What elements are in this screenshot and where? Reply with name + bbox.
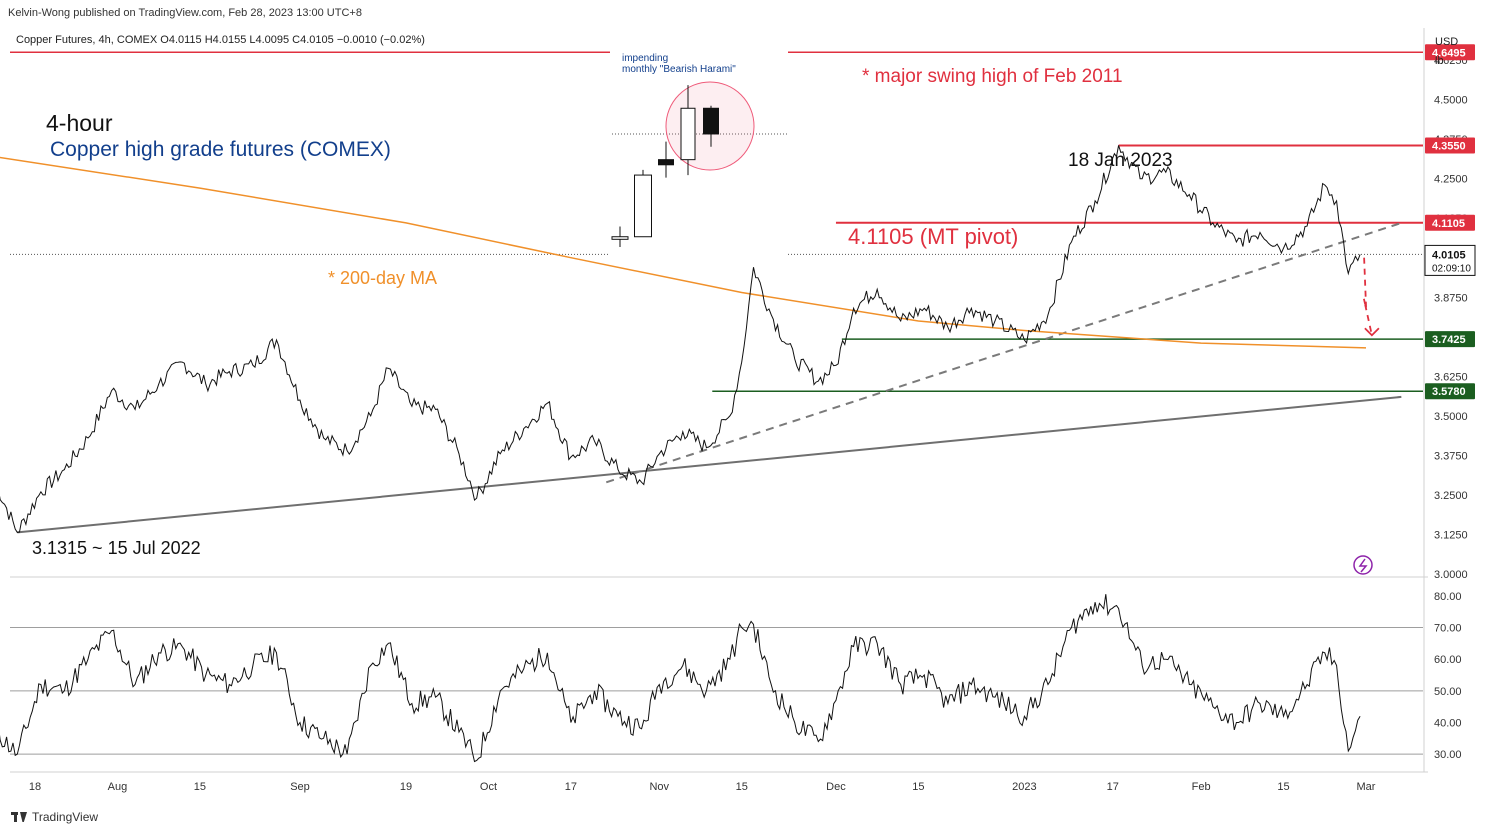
level-badge [1425,137,1475,154]
price-tick-label: 4.5000 [1434,95,1468,107]
time-tick-label: Dec [826,781,846,793]
swing-high-note: * major swing high of Feb 2011 [862,66,1123,87]
price-tick-label: 4.2500 [1434,174,1468,186]
time-tick-label: 17 [1107,781,1119,793]
ma-200-line [0,156,1367,349]
last-price-label: 4.0105 [1432,249,1466,261]
tradingview-brand: TradingView [32,810,99,824]
period-label: 4-hour [46,110,113,136]
pivot-note: 4.1105 (MT pivot) [848,224,1019,249]
currency-label: USD [1435,36,1459,48]
inset-candle-body [634,174,652,238]
harami-caption: impending monthly "Bearish Harami" [622,53,736,75]
inset-candle-body [658,159,674,166]
jul-low-label: 3.1315 ~ 15 Jul 2022 [32,538,201,558]
time-tick-label: Sep [290,781,310,793]
price-tick-label: 3.6250 [1434,371,1468,383]
symbol-line: Copper Futures, 4h, COMEX O4.0115 H4.015… [16,34,425,46]
time-tick-label: Oct [480,781,497,793]
tradingview-logo[interactable]: TradingView [11,809,98,825]
price-tick-label: 3.5000 [1434,411,1468,423]
time-tick-label: 17 [565,781,577,793]
level-badge-label: 4.6495 [1432,47,1466,59]
level-badge [1425,44,1475,61]
inset-candle-body [680,107,696,161]
projection-arrow [1363,257,1373,336]
time-tick-label: 15 [912,781,924,793]
tradingview-icon [11,812,27,822]
instrument-label: Copper high grade futures (COMEX) [50,138,391,161]
last-price-badge [1424,244,1476,276]
level-badge-label: 3.5780 [1432,386,1466,398]
level-badge-label: 3.7425 [1432,334,1466,346]
time-tick-label: Mar [1357,781,1376,793]
price-tick-label: 3.8750 [1434,292,1468,304]
price-tick-label: 3.3750 [1434,450,1468,462]
support-trendline [17,395,1402,534]
lightning-icon [1353,555,1373,575]
jan-high-label: 18 Jan 2023 [1068,150,1173,171]
ma-label: * 200-day MA [328,268,438,288]
rsi-tick-label: 80.00 [1434,591,1462,603]
rsi-tick-label: 50.00 [1434,686,1462,698]
price-tick-label: 3.2500 [1434,490,1468,502]
time-tick-label: 19 [400,781,412,793]
level-badge [1425,214,1475,231]
inset-candle-body [703,107,719,135]
price-tick-label: 3.0000 [1434,569,1468,581]
price-series-line [0,145,1361,533]
rsi-line [0,594,1361,763]
unit-label: lb [1435,55,1444,67]
time-tick-label: 15 [1277,781,1289,793]
level-badge-label: 4.1105 [1432,218,1465,230]
rsi-tick-label: 70.00 [1434,623,1462,635]
time-tick-label: Feb [1192,781,1211,793]
time-tick-label: 15 [194,781,206,793]
lightning-icon-bolt [1358,558,1368,573]
level-badge-label: 4.3550 [1432,140,1466,152]
level-badge [1425,331,1475,348]
published-line: Kelvin-Wong published on TradingView.com… [8,7,362,19]
price-tick-label: 3.1250 [1434,529,1468,541]
countdown-label: 02:09:10 [1432,263,1471,274]
time-tick-label: 2023 [1012,781,1036,793]
time-tick-label: 18 [29,781,41,793]
level-badge [1425,383,1475,400]
rsi-tick-label: 30.00 [1434,749,1462,761]
inset-candle-body [611,236,629,240]
projection-arrowhead [1364,327,1380,337]
rsi-tick-label: 60.00 [1434,654,1462,666]
time-tick-label: 15 [736,781,748,793]
rsi-tick-label: 40.00 [1434,718,1462,730]
time-tick-label: Nov [649,781,669,793]
time-tick-label: Aug [108,781,128,793]
